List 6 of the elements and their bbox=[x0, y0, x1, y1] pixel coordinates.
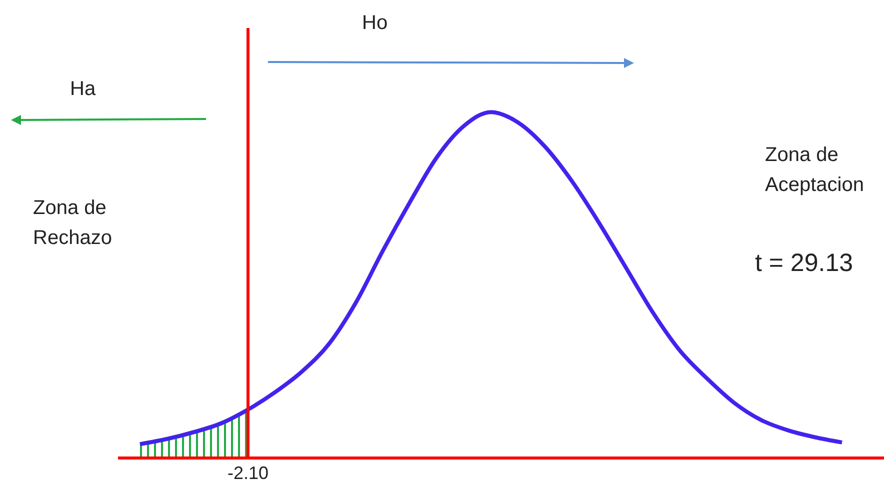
text: -2.10 bbox=[227, 462, 269, 483]
text: Zona de Rechazo bbox=[33, 196, 113, 251]
text: Ha bbox=[70, 77, 97, 102]
annotation: Zona de Aceptacion bbox=[765, 143, 865, 198]
text: Ho bbox=[362, 11, 389, 36]
annotation: t = 29.13 bbox=[755, 248, 854, 279]
